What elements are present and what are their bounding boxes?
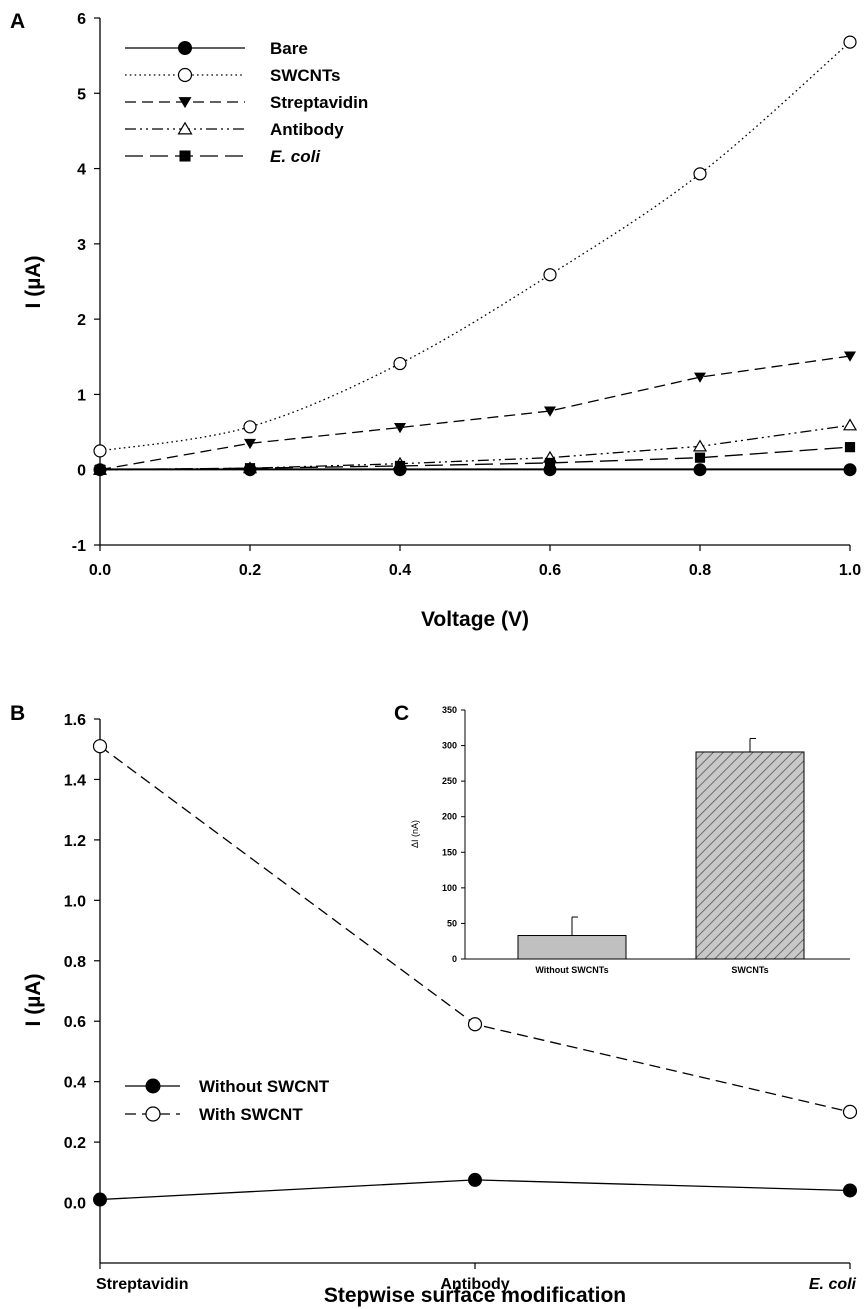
panel-a-x-tick-label: 0.6: [539, 562, 561, 579]
legend-label-without-swcnt: Without SWCNT: [199, 1077, 330, 1096]
panel-b-point-without-swcnt: [468, 1172, 482, 1187]
panel-a-x-tick-label: 0.2: [239, 562, 261, 579]
panel-b-y-tick-label: 0.2: [64, 1135, 86, 1152]
panel-letter-a: A: [10, 10, 25, 33]
panel-a-y-tick-label: 6: [77, 11, 86, 28]
legend-label-streptavidin: Streptavidin: [270, 93, 368, 112]
panel-a-point-e-coli: [544, 457, 556, 469]
panel-a-y-tick-label: 3: [77, 237, 86, 254]
panel-b-x-axis-title: Stepwise surface modification: [324, 1284, 626, 1307]
panel-a-point-swcnts: [693, 167, 707, 181]
panel-a-y-tick-label: -1: [72, 538, 86, 555]
panel-c-bar-swcnts: [695, 751, 805, 960]
legend-label-antibody: Antibody: [270, 120, 344, 139]
panel-a-series-line-antibody: [99, 424, 851, 471]
panel-c-inset: C 0 50 100 150 200 250 300 350 Without SWCNTs SW…: [394, 702, 850, 975]
panel-b-point-with-swcnt: [92, 739, 108, 754]
legend-marker-swcnts: [177, 67, 193, 83]
panel-c-y-tick-label: 150: [442, 847, 457, 857]
panel-a-x-tick-label: 0.8: [689, 562, 711, 579]
legend-marker-bare: [178, 41, 192, 55]
panel-c-y-tick-label: 200: [442, 812, 457, 822]
panel-a-point-streptavidin: [694, 372, 706, 383]
panel-a-point-antibody: [692, 439, 708, 452]
panel-a-point-swcnts: [393, 356, 407, 371]
panel-c-y-tick-label: 100: [442, 883, 457, 893]
panel-a-y-tick-label: 1: [77, 387, 86, 404]
panel-b: B 0.0 0.2 0.4 0.6 0.8 1.0 1.2 1.4 1.6 Streptavid…: [10, 702, 858, 1307]
panel-a-y-tick-label: 0: [77, 463, 86, 480]
panel-a: A -1 0 1 2 3 4 5 6 0.0 0.2 0.4 0.6 0.8 1.0 Bare SWCNT…: [10, 10, 861, 631]
panel-b-point-with-swcnt: [842, 1104, 858, 1119]
panel-c-y-axis-title: ΔI (nA): [410, 820, 420, 848]
panel-b-y-axis-title: I (µA): [22, 974, 45, 1027]
panel-a-series-line-swcnts: [99, 41, 851, 452]
panel-a-point-bare: [693, 463, 707, 477]
panel-a-x-tick-label: 0.0: [89, 562, 111, 579]
panel-a-series-line-e-coli: [99, 446, 851, 471]
panel-c-x-tick-label-swcnts: SWCNTs: [731, 965, 768, 975]
panel-b-y-tick-label: 0.8: [64, 954, 86, 971]
panel-b-x-tick-label-streptavidin: Streptavidin: [96, 1276, 188, 1293]
legend-marker-without-swcnt: [145, 1078, 161, 1094]
panel-a-point-e-coli: [94, 464, 106, 475]
panel-a-point-e-coli: [694, 452, 706, 463]
panel-a-series-line-streptavidin: [99, 355, 851, 471]
legend-label-with-swcnt: With SWCNT: [199, 1105, 303, 1124]
panel-b-point-with-swcnt: [467, 1017, 483, 1032]
panel-c-y-tick-label: 0: [452, 954, 457, 964]
panel-b-x-tick-label-e-coli: E. coli: [809, 1276, 857, 1293]
legend-marker-antibody: [177, 121, 193, 135]
panel-a-x-axis-title: Voltage (V): [421, 608, 529, 631]
panel-b-y-tick-label: 1.6: [64, 712, 86, 729]
panel-b-y-tick-label: 0.6: [64, 1014, 86, 1031]
legend-label-e-coli: E. coli: [270, 147, 321, 166]
panel-a-point-streptavidin: [844, 351, 856, 362]
legend-marker-with-swcnt: [145, 1106, 161, 1122]
panel-b-y-tick-label: 1.2: [64, 833, 86, 850]
legend-marker-e-coli: [179, 150, 191, 162]
panel-a-point-streptavidin: [244, 438, 256, 450]
panel-b-point-without-swcnt: [93, 1192, 107, 1207]
panel-a-point-streptavidin: [394, 423, 406, 434]
legend-label-swcnts: SWCNTs: [270, 66, 341, 85]
panel-b-x-tick-label-antibody: Antibody: [440, 1276, 509, 1293]
panel-b-y-tick-label: 0.4: [64, 1075, 86, 1092]
legend-marker-streptavidin: [178, 97, 192, 109]
panel-a-point-streptavidin: [544, 406, 556, 417]
panel-b-y-tick-label: 1.0: [64, 893, 86, 910]
panel-c-y-tick-label: 350: [442, 705, 457, 715]
panel-a-point-swcnts: [93, 444, 107, 458]
panel-letter-c: C: [394, 702, 409, 725]
panel-a-point-e-coli: [394, 460, 406, 472]
panel-a-point-swcnts: [843, 35, 857, 49]
panel-a-y-tick-label: 5: [77, 86, 86, 103]
panel-a-point-bare: [843, 463, 857, 477]
panel-c-y-tick-label: 250: [442, 776, 457, 786]
panel-a-y-tick-label: 2: [77, 312, 86, 329]
panel-c-bar-without-swcnts: [517, 935, 627, 960]
legend-label-bare: Bare: [270, 39, 308, 58]
panel-c-x-tick-label-without-swcnts: Without SWCNTs: [535, 965, 608, 975]
panel-a-point-e-coli: [244, 463, 256, 474]
panel-c-y-tick-label: 300: [442, 741, 457, 751]
panel-a-x-tick-label: 0.4: [389, 562, 411, 579]
panel-b-y-tick-label: 1.4: [64, 772, 86, 789]
panel-a-point-swcnts: [543, 268, 557, 282]
panel-b-y-tick-label: 0.0: [64, 1196, 86, 1213]
panel-letter-b: B: [10, 702, 25, 725]
panel-c-y-tick-label: 50: [447, 918, 457, 928]
panel-b-point-without-swcnt: [843, 1183, 857, 1198]
panel-a-x-tick-label: 1.0: [839, 562, 861, 579]
panel-a-point-antibody: [842, 418, 858, 431]
panel-a-y-tick-label: 4: [77, 162, 86, 179]
panel-a-point-swcnts: [243, 420, 257, 434]
panel-a-point-e-coli: [844, 442, 856, 453]
panel-a-y-axis-title: I (µA): [22, 256, 45, 309]
